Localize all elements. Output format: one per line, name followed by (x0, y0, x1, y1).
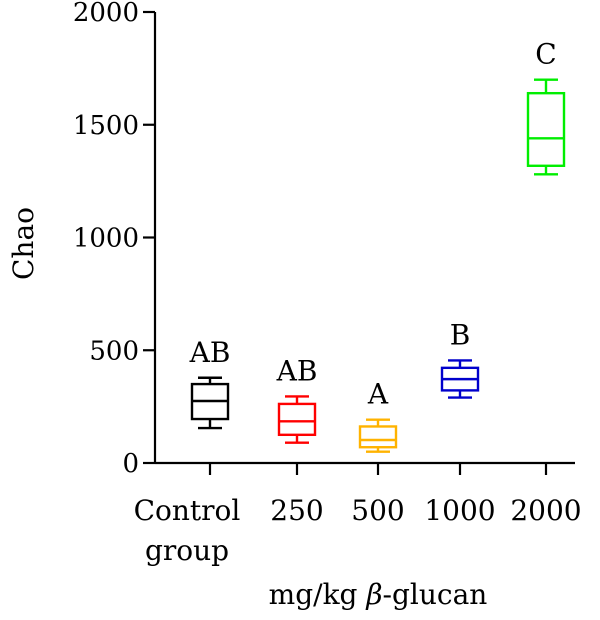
x-axis-label-suffix: -glucan (383, 578, 488, 611)
box-4 (440, 359, 480, 399)
y-tick-label: 0 (122, 449, 139, 479)
box-1 (190, 376, 230, 430)
x-axis-label: mg/kg β-glucan (269, 578, 488, 611)
significance-label: AB (189, 336, 231, 369)
y-tick-label: 1000 (73, 224, 139, 254)
y-tick-label: 2000 (73, 0, 139, 28)
x-tick-label: 2000 (510, 494, 581, 527)
x-tick-label: Control group (134, 494, 241, 567)
x-tick-label: 500 (351, 494, 404, 527)
x-axis-label-symbol: β (365, 578, 382, 611)
significance-label: C (535, 38, 556, 71)
y-tick-label: 1500 (73, 111, 139, 141)
box-iqr (277, 402, 317, 437)
x-tick-label-line: 500 (351, 494, 404, 527)
y-tick-label: 500 (89, 336, 139, 366)
x-axis-label-prefix: mg/kg (269, 578, 367, 611)
significance-label: B (450, 318, 471, 351)
box-iqr (526, 91, 566, 167)
box-iqr (358, 425, 398, 449)
box-2 (277, 395, 317, 444)
x-tick-label-line: 250 (270, 494, 323, 527)
x-tick-label-line: group (145, 534, 229, 567)
x-tick-label-line: 2000 (510, 494, 581, 527)
y-axis-label: Chao (7, 207, 40, 280)
x-tick-label: 250 (270, 494, 323, 527)
x-tick-label: 1000 (424, 494, 495, 527)
x-tick-label-line: Control (134, 494, 241, 527)
box-3 (358, 418, 398, 453)
box-5 (526, 78, 566, 176)
x-tick-label-line: 1000 (424, 494, 495, 527)
significance-label: A (367, 378, 389, 411)
significance-label: AB (276, 354, 318, 387)
